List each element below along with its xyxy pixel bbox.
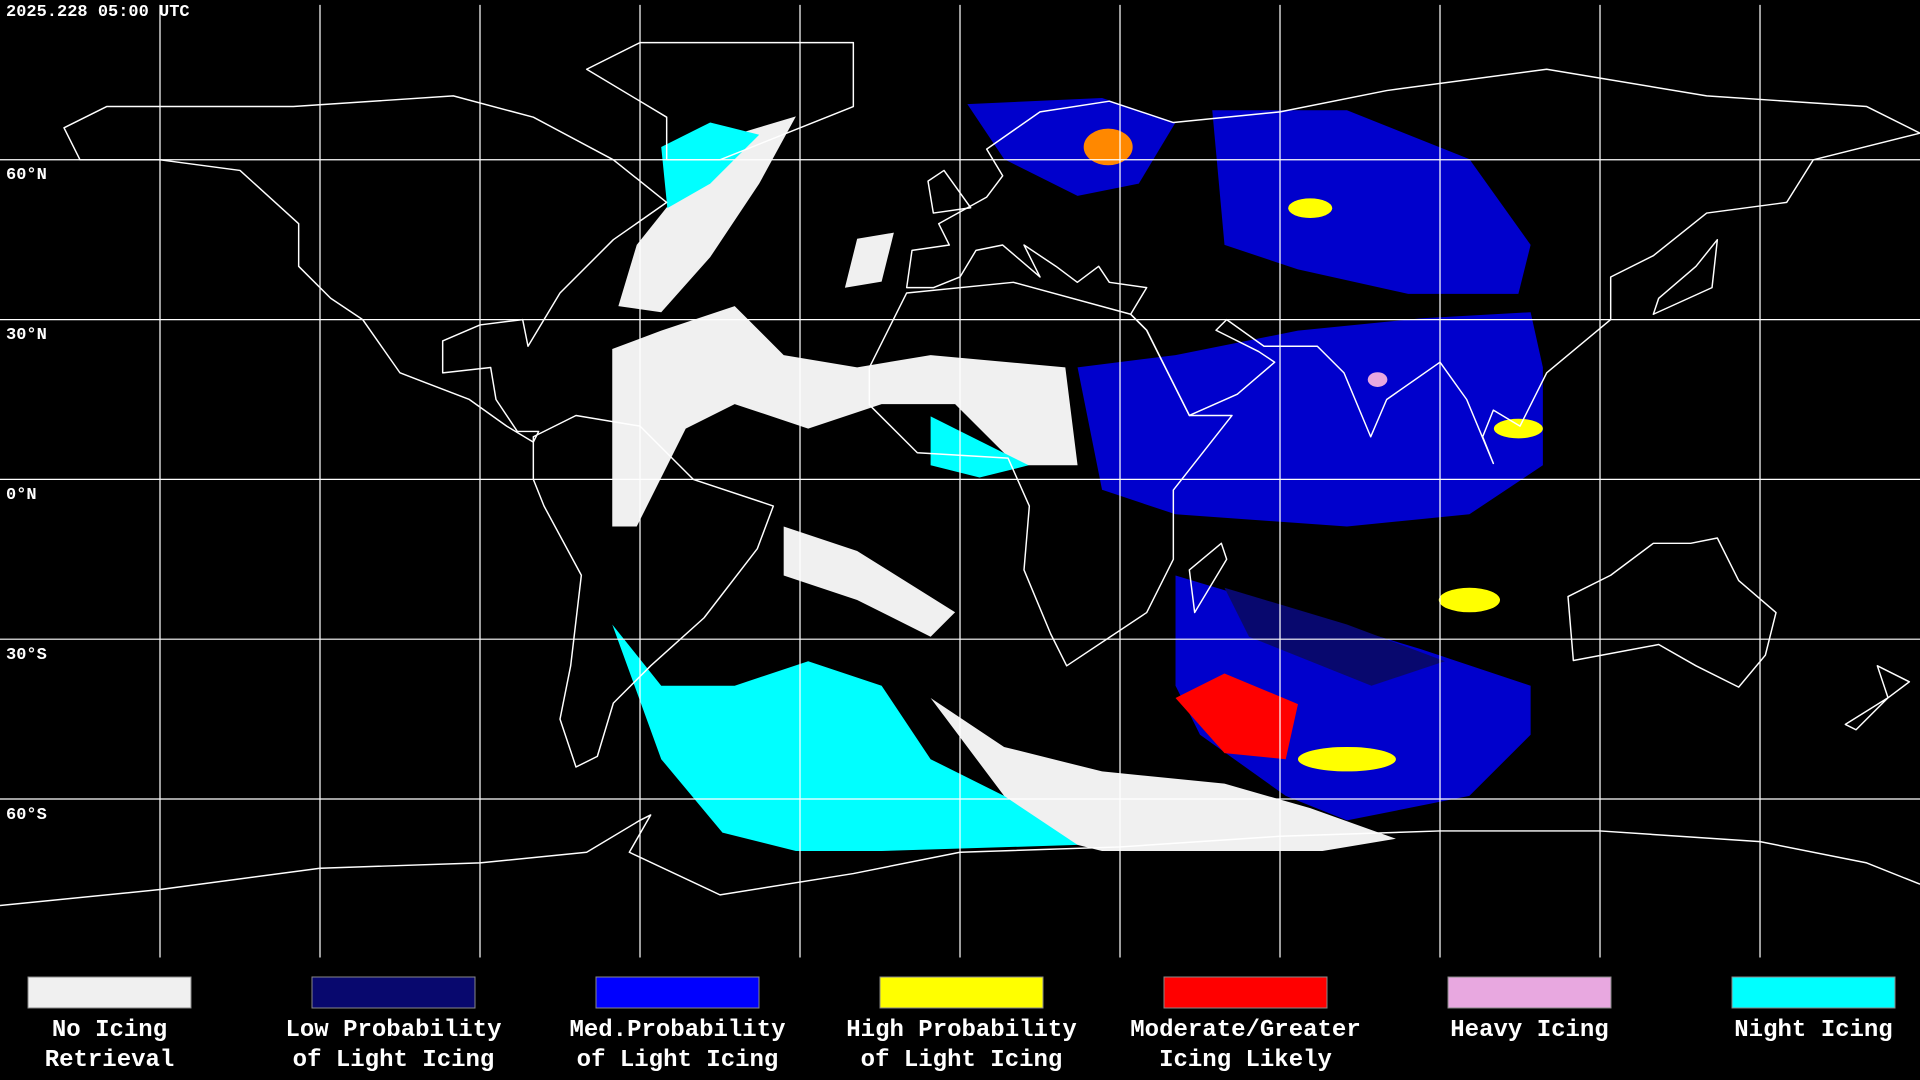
icing-area xyxy=(1175,673,1298,760)
legend-label: Moderate/Greater xyxy=(1130,1017,1360,1044)
legend-label: of Light Icing xyxy=(577,1047,779,1074)
legend-label: of Light Icing xyxy=(293,1047,495,1074)
no-icing-area xyxy=(618,116,796,313)
legend-label: Med.Probability xyxy=(569,1017,785,1044)
satellite-coverage xyxy=(612,97,1543,852)
legend-label: Low Probability xyxy=(285,1017,501,1044)
coastline xyxy=(585,41,855,161)
legend-label: Retrieval xyxy=(45,1047,175,1074)
map-layer xyxy=(0,4,1920,958)
legend-swatch xyxy=(1447,976,1612,1009)
coastlines xyxy=(0,41,1920,907)
coastline xyxy=(1567,537,1777,688)
legend-swatch xyxy=(595,976,760,1009)
coastline xyxy=(1652,238,1719,316)
coastline xyxy=(905,68,1920,465)
legend-label: Heavy Icing xyxy=(1450,1017,1608,1044)
legend-swatch xyxy=(1731,976,1896,1009)
legend-label: No Icing xyxy=(52,1017,167,1044)
coastline xyxy=(927,169,972,214)
latitude-label: 60°N xyxy=(6,166,47,185)
icing-area xyxy=(1493,418,1543,439)
legend-swatch xyxy=(879,976,1044,1009)
coastline xyxy=(868,281,1233,667)
no-icing-area xyxy=(612,306,1078,527)
legend-swatch xyxy=(27,976,192,1009)
icing-area xyxy=(1288,198,1333,218)
icing-area xyxy=(1077,312,1543,527)
icing-area xyxy=(1297,746,1396,772)
no-icing-area xyxy=(783,526,956,637)
legend: No Icing Retrieval Low Probability of Light… xyxy=(27,976,1896,1074)
legend-label: High Probability xyxy=(846,1017,1076,1044)
legend-label: of Light Icing xyxy=(861,1047,1063,1074)
timestamp: 2025.228 05:00 UTC xyxy=(6,3,190,22)
coastline xyxy=(532,414,775,768)
night-icing-area xyxy=(612,624,1103,852)
coastline xyxy=(0,814,1920,907)
icing-area xyxy=(1367,372,1388,387)
coastline xyxy=(63,95,668,443)
coastline xyxy=(1188,542,1228,614)
night-icing-area xyxy=(661,122,760,209)
latitude-label: 30°N xyxy=(6,326,47,345)
latitude-labels: 60°N 30°N 0°N 30°S 60°S xyxy=(6,166,47,825)
graticule xyxy=(0,4,1920,958)
legend-swatch xyxy=(1163,976,1328,1009)
no-icing-area xyxy=(844,232,894,288)
legend-label: Icing Likely xyxy=(1159,1047,1332,1074)
icing-area xyxy=(1438,587,1501,613)
legend-label: Night Icing xyxy=(1734,1017,1892,1044)
latitude-label: 60°S xyxy=(6,806,47,825)
night-icing-area xyxy=(930,416,1029,478)
icing-area xyxy=(1212,110,1531,294)
legend-swatch xyxy=(311,976,476,1009)
coastline xyxy=(1844,665,1911,731)
icing-area xyxy=(967,97,1176,196)
latitude-label: 0°N xyxy=(6,486,37,505)
latitude-label: 30°S xyxy=(6,646,47,665)
